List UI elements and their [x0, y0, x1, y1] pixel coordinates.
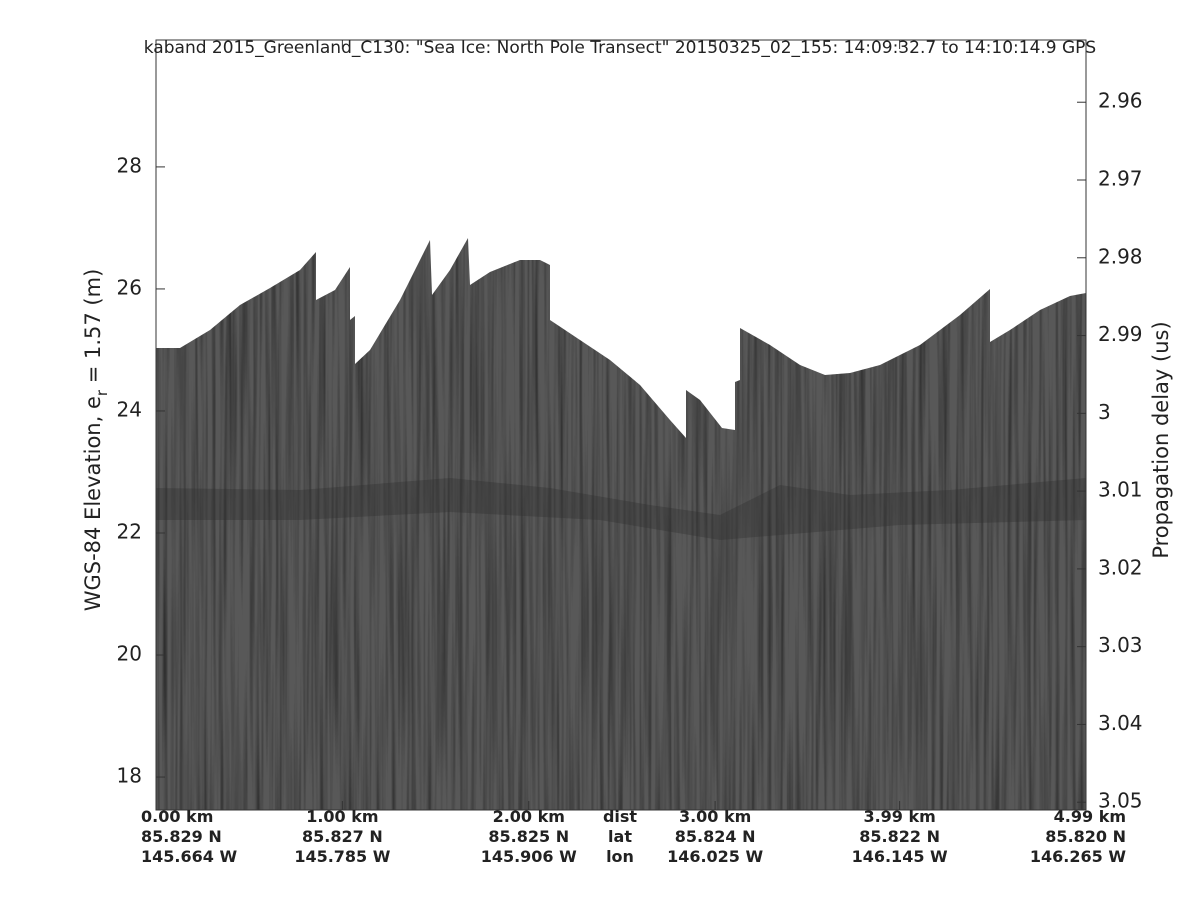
y-label-suffix: = 1.57 (m)	[81, 269, 105, 390]
row-label: dist	[603, 807, 637, 826]
y-tick-label: 22	[117, 519, 142, 543]
x-tick-label: 85.829 N	[141, 827, 222, 846]
x-tick-label: 4.99 km	[1054, 807, 1126, 826]
y2-tick-label: 3.05	[1098, 789, 1143, 813]
y2-tick-label: 3.02	[1098, 555, 1143, 579]
x-tick-label: 85.825 N	[488, 827, 569, 846]
y2-tick-label: 2.99	[1098, 322, 1143, 346]
y2-axis-label: Propagation delay (us)	[1149, 321, 1173, 558]
y-tick-label: 18	[117, 764, 142, 788]
y-label-subscript: r	[93, 389, 111, 396]
x-tick-label: 2.00 km	[493, 807, 565, 826]
x-tick-label: 146.265 W	[1030, 847, 1126, 866]
y2-tick-label: 2.96	[1098, 89, 1143, 113]
x-tick-label: 85.827 N	[302, 827, 383, 846]
x-tick-label: 3.00 km	[679, 807, 751, 826]
y-label-prefix: WGS-84 Elevation, e	[81, 396, 105, 611]
row-label: lon	[606, 847, 634, 866]
y2-tick-label: 3	[1098, 400, 1111, 424]
y-tick-label: 28	[117, 153, 142, 177]
plot-frame	[155, 39, 1087, 811]
chart-title: kaband 2015_Greenland_C130: "Sea Ice: No…	[144, 38, 1096, 58]
y-tick-label: 20	[117, 642, 142, 666]
y2-tick-label: 2.97	[1098, 167, 1143, 191]
x-tick-label: 85.822 N	[859, 827, 940, 846]
x-tick-label: 1.00 km	[306, 807, 378, 826]
x-tick-label: 145.785 W	[294, 847, 390, 866]
y2-tick-label: 2.98	[1098, 244, 1143, 268]
x-tick-label: 85.824 N	[675, 827, 756, 846]
y-tick-label: 24	[117, 397, 142, 421]
echogram	[156, 238, 1086, 810]
x-tick-label: 145.906 W	[481, 847, 577, 866]
x-tick-label: 3.99 km	[863, 807, 935, 826]
x-tick-label: 146.025 W	[667, 847, 763, 866]
x-tick-label: 0.00 km	[141, 807, 213, 826]
y-tick-label: 26	[117, 275, 142, 299]
echogram-texture	[156, 238, 1086, 810]
y-axis-label: WGS-84 Elevation, er = 1.57 (m)	[81, 269, 111, 612]
y2-tick-label: 3.04	[1098, 711, 1143, 735]
ice-surface-band	[156, 478, 1086, 540]
x-tick-label: 145.664 W	[141, 847, 237, 866]
y2-tick-label: 3.01	[1098, 478, 1143, 502]
row-label: lat	[608, 827, 632, 846]
x-tick-label: 146.145 W	[852, 847, 948, 866]
x-tick-label: 85.820 N	[1045, 827, 1126, 846]
y2-tick-label: 3.03	[1098, 633, 1143, 657]
